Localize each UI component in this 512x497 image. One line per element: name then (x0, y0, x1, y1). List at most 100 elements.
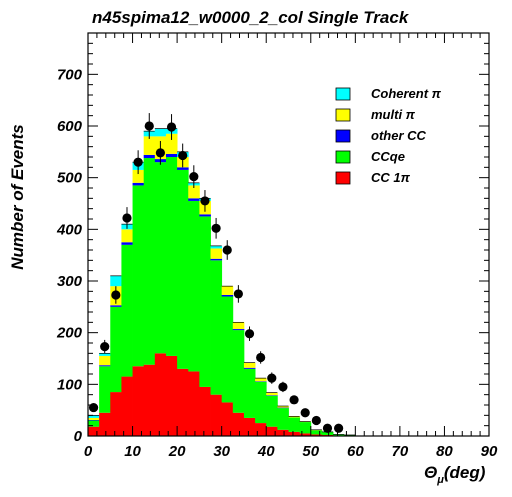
data-point (256, 352, 266, 363)
bar-segment (188, 200, 200, 372)
bar-segment (210, 245, 223, 249)
bar-segment (110, 306, 122, 393)
bar-segment (277, 429, 289, 436)
bar-segment (121, 229, 133, 243)
data-point (322, 423, 333, 433)
bar-segment (255, 423, 267, 436)
bar-segment (255, 381, 267, 424)
data-point (111, 290, 121, 300)
legend-label: Coherent π (371, 86, 442, 101)
bar-segment (177, 169, 189, 369)
data-point (133, 157, 143, 167)
data-point (166, 122, 177, 132)
bar-segment (266, 395, 278, 427)
bar-segment (99, 355, 111, 366)
bar-segment (210, 394, 223, 436)
legend-label: CCqe (371, 149, 405, 164)
x-axis-ticks (87, 33, 490, 436)
bar-segment (199, 386, 211, 436)
bar-segment (177, 167, 189, 170)
bar-segment (188, 198, 200, 201)
data-point (122, 213, 132, 223)
bar-segment (88, 426, 100, 436)
bar-segment (199, 216, 211, 387)
data-point (311, 415, 321, 426)
bar-segment (221, 286, 234, 295)
bar-segment (165, 133, 178, 154)
y-tick-label: 0 (74, 428, 83, 445)
bar-segment (277, 407, 289, 409)
y-tick-label: 600 (57, 118, 83, 135)
chart-title: n45spima12_w0000_2_col Single Track (92, 8, 410, 27)
x-axis-title-symbol: Θ (424, 463, 437, 482)
data-point (88, 402, 99, 413)
bar-segment (288, 431, 301, 436)
legend-swatch (335, 129, 351, 143)
x-axis-tick-labels: 0 10 20 30 40 50 60 70 80 90 (84, 443, 498, 460)
legend-swatch (335, 87, 351, 101)
bar-segment (143, 154, 156, 159)
bar-segment (232, 412, 245, 436)
bar-segment (132, 182, 145, 186)
bar-segment (210, 248, 223, 259)
bar-segment (88, 420, 100, 427)
bar-segment (310, 434, 323, 436)
bar-segment (321, 431, 334, 435)
data-points (88, 113, 344, 433)
bar-segment (165, 157, 178, 356)
x-tick-label: 40 (257, 443, 275, 460)
bar-segment (232, 322, 245, 330)
bar-segment (110, 392, 122, 436)
data-point (267, 373, 277, 383)
x-tick-label: 70 (392, 443, 409, 460)
legend-swatch (335, 150, 351, 164)
bar-segment (188, 185, 200, 199)
data-point (278, 382, 288, 392)
y-tick-label: 400 (56, 221, 83, 238)
data-point (244, 329, 255, 339)
x-tick-label: 90 (481, 443, 498, 460)
y-axis-ticks (88, 32, 489, 437)
bar-segment (210, 260, 223, 395)
bar-segment (132, 366, 145, 436)
y-tick-label: 100 (57, 376, 83, 393)
bar-segment (277, 408, 289, 430)
data-point (100, 342, 110, 352)
legend-label: CC 1π (371, 170, 411, 185)
bar-segment (188, 371, 200, 436)
data-point (211, 223, 221, 233)
bar-segment (232, 330, 245, 413)
bar-segment (99, 366, 111, 413)
legend: Coherent π multi π other CC CCqe CC 1π (335, 86, 442, 185)
bar-segment (121, 376, 133, 436)
histogram-bars (88, 128, 356, 436)
bar-segment (210, 258, 223, 261)
y-tick-label: 200 (56, 325, 83, 342)
data-point (334, 423, 344, 433)
data-point (200, 196, 210, 206)
bar-segment (143, 136, 156, 155)
bar-segment (199, 214, 211, 217)
bar-segment (221, 402, 234, 436)
data-point (178, 150, 188, 161)
y-axis-tick-labels: 0 100 200 300 400 500 600 700 (56, 66, 83, 445)
bar-segment (110, 305, 122, 307)
data-point (233, 289, 243, 299)
bar-segment (299, 422, 312, 434)
bar-segment (221, 296, 234, 403)
bar-segment (99, 353, 111, 356)
bar-segment (132, 185, 145, 367)
data-point (144, 121, 154, 131)
legend-label: multi π (371, 107, 416, 122)
bar-segment (99, 412, 111, 436)
y-tick-label: 700 (57, 66, 83, 83)
data-point (222, 245, 232, 255)
bar-segment (177, 368, 189, 436)
bar-segment (288, 416, 301, 418)
x-tick-label: 10 (124, 443, 141, 460)
x-tick-label: 60 (347, 443, 364, 460)
bar-segment (266, 395, 278, 396)
bar-segment (288, 417, 301, 432)
y-axis-title: Number of Events (8, 124, 27, 269)
